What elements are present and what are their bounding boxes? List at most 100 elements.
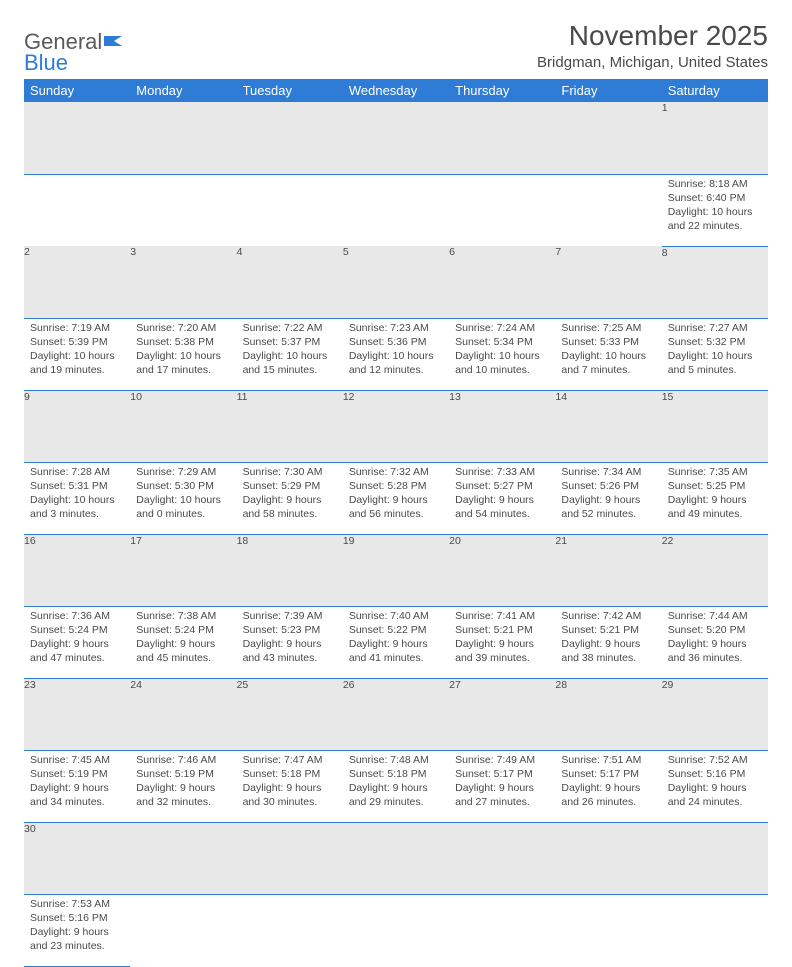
- sunrise-text: Sunrise: 7:46 AM: [136, 753, 230, 767]
- day-cell: [449, 174, 555, 246]
- day-cell: Sunrise: 8:18 AMSunset: 6:40 PMDaylight:…: [662, 174, 768, 246]
- sunset-text: Sunset: 6:40 PM: [668, 191, 762, 205]
- day-cell: Sunrise: 7:41 AMSunset: 5:21 PMDaylight:…: [449, 606, 555, 678]
- sunset-text: Sunset: 5:25 PM: [668, 479, 762, 493]
- daylight-text: Daylight: 9 hours and 24 minutes.: [668, 781, 762, 809]
- sunset-text: Sunset: 5:16 PM: [668, 767, 762, 781]
- daynum-row: 30: [24, 822, 768, 894]
- daylight-text: Daylight: 10 hours and 22 minutes.: [668, 205, 762, 233]
- day-number: 19: [343, 534, 449, 606]
- day-cell: Sunrise: 7:40 AMSunset: 5:22 PMDaylight:…: [343, 606, 449, 678]
- day-cell: Sunrise: 7:27 AMSunset: 5:32 PMDaylight:…: [662, 318, 768, 390]
- day-number: 10: [130, 390, 236, 462]
- day-cell: Sunrise: 7:24 AMSunset: 5:34 PMDaylight:…: [449, 318, 555, 390]
- daynum-row: 9101112131415: [24, 390, 768, 462]
- day-cell: Sunrise: 7:45 AMSunset: 5:19 PMDaylight:…: [24, 750, 130, 822]
- day-cell: [555, 894, 661, 966]
- day-number: [662, 822, 768, 894]
- sunrise-text: Sunrise: 7:22 AM: [243, 321, 337, 335]
- day-cell: [237, 894, 343, 966]
- day-number: 3: [130, 246, 236, 318]
- week-row: Sunrise: 7:53 AMSunset: 5:16 PMDaylight:…: [24, 894, 768, 966]
- sunrise-text: Sunrise: 8:18 AM: [668, 177, 762, 191]
- sunset-text: Sunset: 5:16 PM: [30, 911, 124, 925]
- daylight-text: Daylight: 9 hours and 41 minutes.: [349, 637, 443, 665]
- day-number: 22: [662, 534, 768, 606]
- day-cell: [343, 894, 449, 966]
- day-number: 26: [343, 678, 449, 750]
- sunrise-text: Sunrise: 7:53 AM: [30, 897, 124, 911]
- daylight-text: Daylight: 9 hours and 23 minutes.: [30, 925, 124, 953]
- sunset-text: Sunset: 5:19 PM: [136, 767, 230, 781]
- sunrise-text: Sunrise: 7:33 AM: [455, 465, 549, 479]
- sunrise-text: Sunrise: 7:34 AM: [561, 465, 655, 479]
- sunrise-text: Sunrise: 7:45 AM: [30, 753, 124, 767]
- day-number: [237, 822, 343, 894]
- day-header: Tuesday: [237, 79, 343, 102]
- sunrise-text: Sunrise: 7:41 AM: [455, 609, 549, 623]
- day-cell: Sunrise: 7:47 AMSunset: 5:18 PMDaylight:…: [237, 750, 343, 822]
- daylight-text: Daylight: 9 hours and 47 minutes.: [30, 637, 124, 665]
- day-cell: Sunrise: 7:44 AMSunset: 5:20 PMDaylight:…: [662, 606, 768, 678]
- day-number: 21: [555, 534, 661, 606]
- day-cell: Sunrise: 7:48 AMSunset: 5:18 PMDaylight:…: [343, 750, 449, 822]
- day-number: 30: [24, 822, 130, 894]
- sunrise-text: Sunrise: 7:35 AM: [668, 465, 762, 479]
- daylight-text: Daylight: 9 hours and 52 minutes.: [561, 493, 655, 521]
- day-number: 8: [662, 246, 768, 318]
- day-cell: Sunrise: 7:49 AMSunset: 5:17 PMDaylight:…: [449, 750, 555, 822]
- sunrise-text: Sunrise: 7:38 AM: [136, 609, 230, 623]
- day-header: Friday: [555, 79, 661, 102]
- daylight-text: Daylight: 10 hours and 17 minutes.: [136, 349, 230, 377]
- day-number: 14: [555, 390, 661, 462]
- day-cell: Sunrise: 7:32 AMSunset: 5:28 PMDaylight:…: [343, 462, 449, 534]
- calendar-table: SundayMondayTuesdayWednesdayThursdayFrid…: [24, 79, 768, 967]
- day-number: 27: [449, 678, 555, 750]
- sunset-text: Sunset: 5:27 PM: [455, 479, 549, 493]
- sunset-text: Sunset: 5:32 PM: [668, 335, 762, 349]
- day-number: 25: [237, 678, 343, 750]
- day-number: 12: [343, 390, 449, 462]
- day-cell: Sunrise: 7:35 AMSunset: 5:25 PMDaylight:…: [662, 462, 768, 534]
- daylight-text: Daylight: 9 hours and 29 minutes.: [349, 781, 443, 809]
- day-cell: Sunrise: 7:34 AMSunset: 5:26 PMDaylight:…: [555, 462, 661, 534]
- daylight-text: Daylight: 9 hours and 49 minutes.: [668, 493, 762, 521]
- day-number: 17: [130, 534, 236, 606]
- day-number: 7: [555, 246, 661, 318]
- title-block: November 2025 Bridgman, Michigan, United…: [537, 20, 768, 71]
- sunset-text: Sunset: 5:31 PM: [30, 479, 124, 493]
- daynum-row: 23242526272829: [24, 678, 768, 750]
- day-header: Sunday: [24, 79, 130, 102]
- header: General November 2025 Bridgman, Michigan…: [24, 20, 768, 71]
- day-cell: Sunrise: 7:19 AMSunset: 5:39 PMDaylight:…: [24, 318, 130, 390]
- sunrise-text: Sunrise: 7:48 AM: [349, 753, 443, 767]
- sunset-text: Sunset: 5:38 PM: [136, 335, 230, 349]
- daylight-text: Daylight: 9 hours and 30 minutes.: [243, 781, 337, 809]
- sunset-text: Sunset: 5:28 PM: [349, 479, 443, 493]
- sunset-text: Sunset: 5:21 PM: [561, 623, 655, 637]
- day-number: 11: [237, 390, 343, 462]
- calendar-header-row: SundayMondayTuesdayWednesdayThursdayFrid…: [24, 79, 768, 102]
- day-cell: Sunrise: 7:53 AMSunset: 5:16 PMDaylight:…: [24, 894, 130, 966]
- day-number: [555, 822, 661, 894]
- day-cell: Sunrise: 7:52 AMSunset: 5:16 PMDaylight:…: [662, 750, 768, 822]
- daylight-text: Daylight: 10 hours and 0 minutes.: [136, 493, 230, 521]
- flag-icon: [104, 28, 126, 54]
- sunset-text: Sunset: 5:17 PM: [561, 767, 655, 781]
- sunrise-text: Sunrise: 7:49 AM: [455, 753, 549, 767]
- sunset-text: Sunset: 5:18 PM: [349, 767, 443, 781]
- month-title: November 2025: [537, 20, 768, 52]
- day-number: 29: [662, 678, 768, 750]
- daylight-text: Daylight: 10 hours and 12 minutes.: [349, 349, 443, 377]
- sunset-text: Sunset: 5:19 PM: [30, 767, 124, 781]
- daylight-text: Daylight: 10 hours and 15 minutes.: [243, 349, 337, 377]
- daylight-text: Daylight: 10 hours and 5 minutes.: [668, 349, 762, 377]
- day-number: 24: [130, 678, 236, 750]
- sunrise-text: Sunrise: 7:20 AM: [136, 321, 230, 335]
- daynum-row: 16171819202122: [24, 534, 768, 606]
- daylight-text: Daylight: 9 hours and 26 minutes.: [561, 781, 655, 809]
- sunset-text: Sunset: 5:34 PM: [455, 335, 549, 349]
- day-cell: Sunrise: 7:33 AMSunset: 5:27 PMDaylight:…: [449, 462, 555, 534]
- location: Bridgman, Michigan, United States: [537, 54, 768, 71]
- day-number: [130, 102, 236, 174]
